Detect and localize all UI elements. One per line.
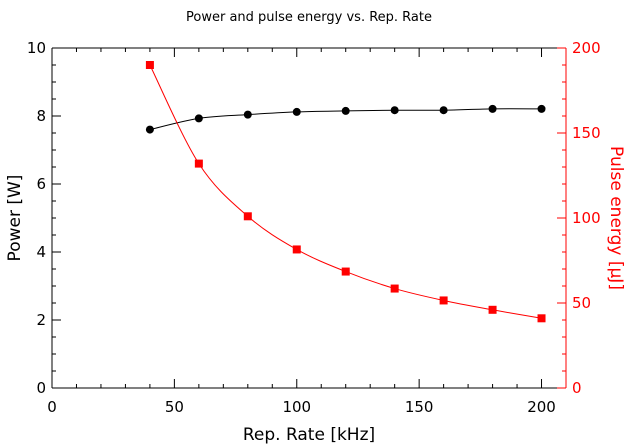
y-right-tick-label: 100 xyxy=(572,209,601,227)
y-right-tick-label: 0 xyxy=(572,379,582,397)
x-axis-label: Rep. Rate [kHz] xyxy=(243,425,375,445)
pulse-energy-point xyxy=(537,314,546,323)
pulse-energy-point xyxy=(243,212,252,221)
y-axis-left-label: Power [W] xyxy=(5,175,25,262)
pulse-energy-point xyxy=(194,159,203,168)
power-point xyxy=(537,104,546,113)
pulse-energy-point xyxy=(292,245,301,254)
y-right-tick-label: 150 xyxy=(572,124,601,142)
x-tick-label: 50 xyxy=(165,398,184,416)
power-point xyxy=(439,106,448,115)
y-left-tick-label: 8 xyxy=(36,107,46,125)
power-point xyxy=(194,114,203,123)
power-point xyxy=(292,107,301,116)
y-left-tick-label: 6 xyxy=(36,175,46,193)
plot-frame xyxy=(51,47,567,389)
y-left-tick-label: 4 xyxy=(36,243,46,261)
x-tick-label: 100 xyxy=(282,398,311,416)
pulse-energy-line xyxy=(149,64,542,319)
y-axis-right-label: Pulse energy [µJ] xyxy=(606,146,626,290)
pulse-energy-point xyxy=(439,296,448,305)
series xyxy=(145,61,546,323)
x-tick-label: 200 xyxy=(527,398,556,416)
power-point xyxy=(243,110,252,119)
power-point xyxy=(341,106,350,115)
y-right-tick-label: 200 xyxy=(572,39,601,57)
y-left-tick-label: 0 xyxy=(36,379,46,397)
x-tick-label: 150 xyxy=(405,398,434,416)
x-tick-label: 0 xyxy=(47,398,57,416)
pulse-energy-point xyxy=(488,305,497,314)
power-point xyxy=(390,106,399,115)
chart-title: Power and pulse energy vs. Rep. Rate xyxy=(186,10,432,25)
power-point xyxy=(488,104,497,113)
pulse-energy-point xyxy=(341,267,350,276)
y-left-tick-label: 2 xyxy=(36,311,46,329)
y-left-tick-label: 10 xyxy=(27,39,46,57)
pulse-energy-point xyxy=(390,284,399,293)
y-right-tick-label: 50 xyxy=(572,294,591,312)
pulse-energy-point xyxy=(145,61,154,69)
power-point xyxy=(145,125,154,134)
